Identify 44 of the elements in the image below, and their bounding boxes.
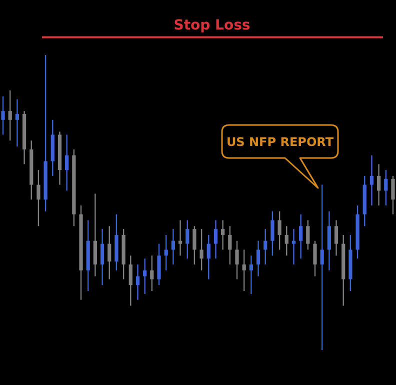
candlestick	[36, 169, 40, 227]
candlestick	[242, 249, 246, 292]
candlestick	[93, 193, 97, 277]
candlestick	[15, 98, 19, 148]
candlestick	[186, 220, 190, 260]
candlestick	[1, 96, 5, 136]
candlestick	[377, 164, 381, 206]
candlestick	[370, 154, 374, 206]
candlestick	[214, 220, 218, 260]
candlestick	[391, 175, 395, 215]
candlestick	[136, 264, 140, 300]
candlestick	[327, 210, 331, 271]
candlestick	[249, 255, 253, 295]
candlestick	[270, 210, 274, 256]
candlestick	[278, 210, 282, 250]
candlestick	[284, 226, 288, 256]
candlestick	[143, 258, 147, 295]
candlestick	[157, 243, 161, 286]
candlestick	[206, 234, 210, 280]
candlestick	[192, 226, 196, 266]
candlestick	[221, 220, 225, 250]
candlestick	[299, 214, 303, 260]
candlestick	[320, 184, 324, 351]
annotation: US NFP REPORT	[226, 135, 334, 149]
candlestick	[235, 240, 239, 280]
candlestick	[128, 255, 132, 306]
candlestick	[178, 220, 182, 256]
candlestick	[334, 220, 338, 256]
candlestick	[228, 226, 232, 266]
candlestick	[292, 228, 296, 266]
ref-line-label: Stop Loss	[174, 17, 250, 34]
candlestick	[150, 255, 154, 292]
candlestick	[171, 228, 175, 266]
candlestick	[384, 169, 388, 206]
candlestick	[306, 220, 310, 250]
candlestick	[108, 226, 112, 280]
candlestick	[164, 234, 168, 271]
candlestick	[200, 228, 204, 271]
candlestick	[8, 90, 12, 142]
candlestick	[313, 240, 317, 277]
candlestick	[264, 228, 268, 266]
candlestick	[100, 228, 104, 286]
candlestick	[256, 240, 260, 277]
candlestick	[65, 134, 69, 192]
